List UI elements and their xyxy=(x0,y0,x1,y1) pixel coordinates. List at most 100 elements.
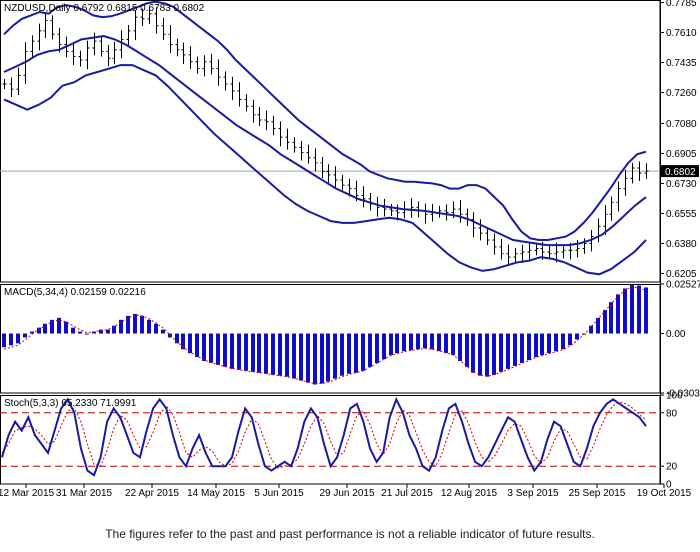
macd-bar xyxy=(437,333,441,352)
macd-bar xyxy=(147,319,151,334)
macd-bar xyxy=(568,333,572,346)
macd-bar xyxy=(64,321,68,334)
macd-bar xyxy=(478,333,482,376)
macd-bar xyxy=(575,333,579,340)
macd-bar xyxy=(534,333,538,358)
macd-bar xyxy=(540,333,544,356)
stoch-title: Stoch(5,3,3) 65.2330 71.9991 xyxy=(4,398,137,409)
macd-bar xyxy=(589,325,593,334)
macd-bar xyxy=(596,317,600,334)
macd-tick-label: -0.03033 xyxy=(666,389,700,400)
macd-bar xyxy=(112,325,116,334)
macd-bar xyxy=(465,333,469,367)
x-tick-label: 5 Jun 2015 xyxy=(254,488,304,499)
macd-bar xyxy=(126,315,130,334)
macd-bar xyxy=(2,333,6,348)
macd-bar xyxy=(520,333,524,363)
macd-bar xyxy=(271,333,275,375)
stoch-tick-label: 100 xyxy=(666,391,683,402)
macd-bar xyxy=(154,323,158,334)
x-tick-label: 12 Aug 2015 xyxy=(441,488,498,499)
macd-bar xyxy=(347,333,351,374)
price-tick-label: 0.6205 xyxy=(666,269,697,280)
panel-frame-1 xyxy=(0,0,661,283)
macd-bar xyxy=(313,333,317,385)
macd-bar xyxy=(57,317,61,334)
stoch-signal-line xyxy=(1,401,647,469)
current-price-tag xyxy=(661,165,699,178)
macd-bar xyxy=(402,333,406,352)
macd-bar xyxy=(209,333,213,363)
forex-chart: 0.7785 0.7610 0.7435 0.7260 0.7080 0.6905 0.67… xyxy=(0,0,700,499)
macd-bar xyxy=(43,323,47,334)
x-tick-label: 19 Oct 2015 xyxy=(637,488,692,499)
macd-bar xyxy=(416,333,420,350)
macd-bar xyxy=(637,285,641,334)
price-tick-label: 0.7435 xyxy=(666,58,697,69)
macd-bar xyxy=(513,333,517,366)
macd-bar xyxy=(430,333,434,350)
x-tick-label: 21 Jul 2015 xyxy=(381,488,433,499)
macd-tick-label: 0.00 xyxy=(666,329,686,340)
macd-bar xyxy=(320,333,324,384)
macd-bar xyxy=(471,333,475,373)
macd-bar xyxy=(368,333,372,367)
macd-bar xyxy=(299,333,303,381)
macd-bar xyxy=(395,333,399,354)
macd-signal-line xyxy=(3,285,647,384)
stoch-tick-label: 20 xyxy=(666,462,678,473)
macd-bar xyxy=(85,333,89,335)
macd-bar xyxy=(264,333,268,374)
price-tick-label: 0.7080 xyxy=(666,119,697,130)
chart-canvas: 0.7785 0.7610 0.7435 0.7260 0.7080 0.6905 0.67… xyxy=(0,0,700,499)
macd-bar xyxy=(389,333,393,356)
macd-bar xyxy=(603,310,607,334)
macd-bar xyxy=(202,333,206,361)
macd-bar xyxy=(230,333,234,369)
macd-bar xyxy=(78,331,82,334)
macd-bar xyxy=(251,333,255,372)
macd-bar xyxy=(485,333,489,377)
current-price-value: 0.6802 xyxy=(665,167,696,178)
macd-bar xyxy=(292,333,296,379)
macd-bar xyxy=(140,315,144,334)
macd-bar xyxy=(354,333,358,373)
macd-bar xyxy=(175,333,179,344)
macd-bar xyxy=(492,333,496,375)
macd-bar xyxy=(161,329,165,334)
macd-bar xyxy=(23,333,27,338)
macd-bar xyxy=(237,333,241,370)
macd-bar xyxy=(9,333,13,346)
price-tick-label: 0.7260 xyxy=(666,88,697,99)
macd-bar xyxy=(333,333,337,379)
x-tick-label: 29 Jun 2015 xyxy=(319,488,374,499)
x-tick-label: 3 Sep 2015 xyxy=(507,488,559,499)
macd-bar xyxy=(527,333,531,361)
macd-bar xyxy=(257,333,261,373)
macd-bar xyxy=(50,319,54,334)
macd-bar xyxy=(547,333,551,354)
macd-bar xyxy=(609,302,613,334)
macd-bar xyxy=(554,333,558,352)
macd-bar xyxy=(423,333,427,349)
stoch-main-line xyxy=(1,396,647,477)
macd-bar xyxy=(244,333,248,371)
macd-bar xyxy=(216,333,220,365)
price-tick-label: 0.6730 xyxy=(666,179,697,190)
macd-bar xyxy=(181,333,185,350)
macd-title: MACD(5,34,4) 0.02159 0.02216 xyxy=(4,287,146,298)
macd-bar xyxy=(37,327,41,334)
bollinger-lower-band xyxy=(3,64,647,276)
macd-bar xyxy=(630,284,634,334)
macd-bar xyxy=(340,333,344,376)
x-tick-label: 14 May 2015 xyxy=(187,488,245,499)
macd-bar xyxy=(382,333,386,360)
macd-bar xyxy=(278,333,282,376)
macd-bar xyxy=(71,327,75,334)
macd-bar xyxy=(644,287,648,334)
bollinger-upper-band xyxy=(3,0,647,241)
macd-bar xyxy=(361,333,365,371)
macd-bar xyxy=(92,331,96,334)
macd-bar xyxy=(30,331,34,334)
price-tick-label: 0.6905 xyxy=(666,149,697,160)
